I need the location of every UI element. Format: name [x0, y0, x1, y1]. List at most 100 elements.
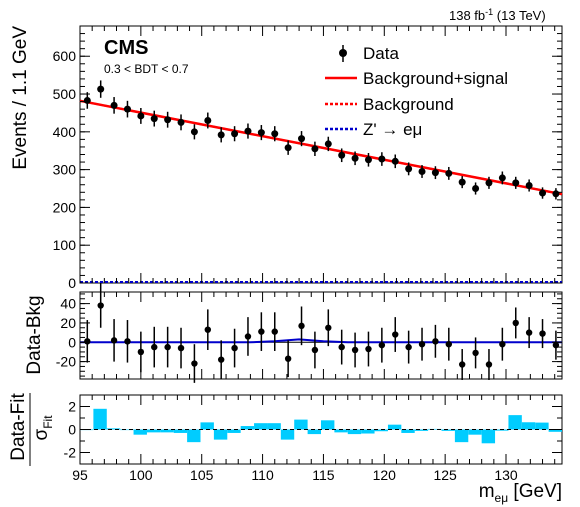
x-tick-label: 110 — [251, 467, 274, 483]
x-tick-label: 115 — [312, 467, 335, 483]
main-data-point — [97, 85, 105, 93]
main-data-point — [204, 116, 212, 124]
main-data-point — [472, 185, 480, 193]
pull-bar — [387, 424, 402, 430]
main-data-point — [123, 105, 131, 113]
pull-bar — [213, 429, 228, 440]
pull-bar — [334, 429, 348, 433]
main-data-point — [190, 128, 198, 136]
residual-data-point — [445, 341, 453, 348]
legend-fit-label: Background+signal — [363, 69, 508, 88]
main-y-tick-label: 100 — [53, 237, 77, 253]
main-data-point — [405, 165, 413, 173]
main-data-point — [298, 135, 306, 143]
main-y-tick-label: 600 — [53, 48, 77, 64]
main-data-point — [552, 190, 560, 198]
residual-data-point — [432, 338, 439, 345]
residual-y-tick-label: -20 — [56, 354, 76, 370]
main-data-point — [177, 118, 185, 126]
pull-y-tick-label: 2 — [68, 399, 76, 415]
residual-y-tick-label: 0 — [68, 334, 76, 350]
experiment-label: CMS — [104, 37, 148, 59]
main-data-point — [257, 129, 265, 137]
residual-data-point — [191, 360, 198, 367]
pull-bar — [495, 429, 509, 431]
main-data-point — [231, 130, 239, 138]
legend-signal-label: Z' → eμ — [363, 120, 422, 139]
residual-data-point — [405, 343, 412, 351]
pull-bar — [481, 429, 496, 444]
residual-panel-frame — [79, 291, 563, 380]
residual-data-point — [217, 356, 225, 363]
pull-bar — [240, 426, 255, 430]
residual-data-point — [458, 361, 466, 368]
pull-bar — [535, 422, 549, 430]
residual-data-point — [271, 328, 278, 335]
main-data-point — [458, 178, 466, 186]
residual-y-tick-label: 20 — [60, 315, 76, 331]
main-y-tick-label: 500 — [53, 86, 77, 102]
main-data-point — [498, 174, 506, 182]
pull-bar — [307, 429, 321, 435]
main-data-point — [364, 156, 372, 164]
main-data-point — [137, 112, 145, 120]
residual-data-point — [311, 346, 319, 354]
residual-signal-line — [80, 338, 562, 344]
main-fit-line — [79, 99, 563, 196]
pull-bar — [227, 429, 241, 433]
main-data-point — [338, 151, 346, 159]
pull-bar — [254, 423, 268, 430]
main-y-axis-label: Events / 1.1 GeV — [10, 26, 31, 170]
pull-bar — [120, 429, 134, 431]
pull-y-tick-label: -2 — [64, 445, 77, 461]
main-data-point — [324, 140, 332, 148]
residual-data-point — [485, 361, 493, 368]
pull-bar — [441, 429, 455, 431]
pull-bar — [428, 428, 442, 430]
legend: Data Background+signal Background Z' → e… — [325, 44, 508, 139]
main-y-tick-label: 400 — [53, 124, 77, 140]
pull-bar — [401, 429, 415, 433]
main-data-point — [418, 168, 426, 176]
pull-bar — [93, 408, 107, 430]
residual-data-point — [284, 355, 292, 362]
pull-bar — [454, 429, 469, 443]
residual-data-point — [164, 343, 171, 351]
residual-data-point — [338, 343, 345, 351]
main-data-point — [378, 155, 386, 163]
pull-bar — [294, 419, 308, 430]
pull-y-tick-label: 0 — [68, 422, 76, 438]
residual-data-point — [177, 344, 185, 352]
selection-label: 0.3 < BDT < 0.7 — [104, 62, 189, 76]
pull-bar — [361, 429, 375, 434]
pull-bar — [160, 429, 174, 433]
x-tick-label: 95 — [72, 467, 88, 483]
pull-bar — [173, 429, 188, 433]
residual-data-point — [325, 324, 332, 331]
pull-plot — [80, 408, 562, 444]
residual-data-point — [499, 341, 506, 348]
main-plot — [79, 80, 563, 283]
residual-data-point — [525, 329, 533, 336]
x-tick-label: 130 — [494, 467, 518, 483]
x-axis-label: meμ [GeV] — [479, 481, 562, 505]
main-y-tick-label: 200 — [53, 199, 77, 215]
residual-data-point — [512, 319, 519, 327]
residual-data-point — [378, 341, 386, 349]
residual-data-point — [97, 302, 104, 309]
residual-data-point — [244, 333, 252, 340]
main-data-point — [311, 145, 319, 153]
residual-data-point — [298, 322, 305, 330]
residual-data-point — [472, 349, 479, 357]
pull-bar — [133, 429, 147, 435]
pull-bar — [548, 429, 562, 432]
pull-bar — [468, 429, 482, 435]
main-data-point — [83, 96, 91, 104]
residual-data-point — [124, 338, 131, 345]
legend-background-label: Background — [363, 95, 454, 114]
pull-bar — [280, 429, 295, 440]
pull-y-axis-denominator: σFit — [31, 415, 55, 441]
pull-bar — [521, 422, 536, 430]
